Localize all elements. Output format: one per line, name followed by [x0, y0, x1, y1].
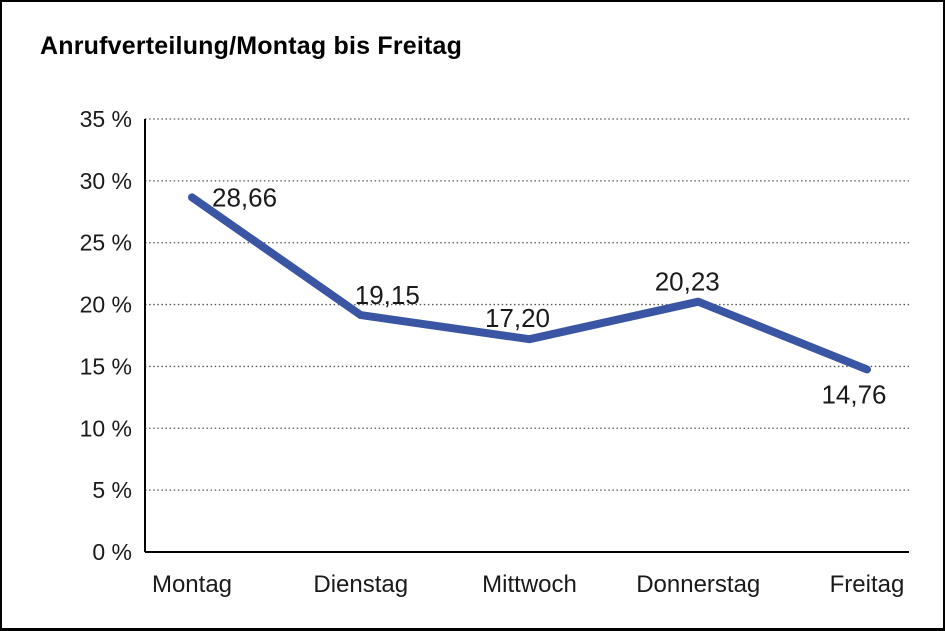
x-tick-label: Dienstag	[313, 571, 408, 598]
gridlines	[145, 118, 909, 491]
x-tick-label: Freitag	[830, 571, 905, 598]
data-point-label: 19,15	[355, 280, 420, 310]
axes	[144, 119, 909, 553]
y-tick-label: 10 %	[80, 415, 132, 441]
y-tick-label: 5 %	[92, 477, 132, 503]
y-axis-labels: 0 % 5 % 10 % 15 % 20 % 25 % 30 % 35 %	[80, 106, 132, 565]
data-series	[188, 193, 871, 374]
y-tick-label: 0 %	[92, 539, 132, 565]
data-point-label: 17,20	[485, 303, 550, 333]
x-axis-labels: Montag Dienstag Mittwoch Donnerstag Freitag	[152, 571, 904, 598]
data-point-label: 28,66	[212, 182, 277, 212]
data-labels: 28,66 19,15 17,20 20,23 14,76	[212, 182, 887, 409]
data-point-label: 14,76	[821, 379, 886, 409]
x-tick-label: Montag	[152, 571, 232, 598]
data-point-label: 20,23	[655, 267, 720, 297]
x-tick-label: Donnerstag	[636, 571, 760, 598]
chart-title: Anrufverteilung/Montag bis Freitag	[40, 32, 463, 60]
y-tick-label: 25 %	[80, 230, 132, 256]
y-tick-label: 30 %	[80, 168, 132, 194]
y-tick-label: 20 %	[80, 292, 132, 318]
x-tick-label: Mittwoch	[482, 571, 577, 598]
y-tick-label: 15 %	[80, 353, 132, 379]
data-line	[188, 193, 871, 374]
y-tick-label: 35 %	[80, 106, 132, 132]
